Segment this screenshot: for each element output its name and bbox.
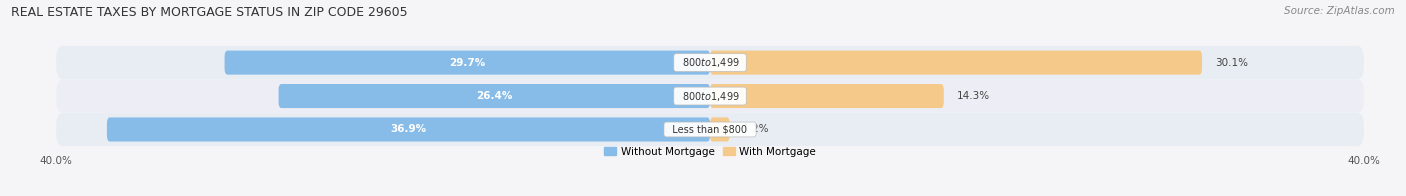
Text: $800 to $1,499: $800 to $1,499: [676, 90, 744, 103]
Text: REAL ESTATE TAXES BY MORTGAGE STATUS IN ZIP CODE 29605: REAL ESTATE TAXES BY MORTGAGE STATUS IN …: [11, 6, 408, 19]
FancyBboxPatch shape: [107, 117, 710, 142]
FancyBboxPatch shape: [56, 79, 1364, 113]
FancyBboxPatch shape: [56, 113, 1364, 146]
Text: 29.7%: 29.7%: [449, 58, 485, 68]
Text: 14.3%: 14.3%: [957, 91, 990, 101]
FancyBboxPatch shape: [710, 117, 730, 142]
FancyBboxPatch shape: [710, 84, 943, 108]
FancyBboxPatch shape: [278, 84, 710, 108]
FancyBboxPatch shape: [56, 46, 1364, 79]
FancyBboxPatch shape: [225, 51, 710, 75]
Text: $800 to $1,499: $800 to $1,499: [676, 56, 744, 69]
Text: 30.1%: 30.1%: [1215, 58, 1249, 68]
Text: 36.9%: 36.9%: [391, 124, 426, 134]
Text: Source: ZipAtlas.com: Source: ZipAtlas.com: [1284, 6, 1395, 16]
Text: Less than $800: Less than $800: [666, 124, 754, 134]
Legend: Without Mortgage, With Mortgage: Without Mortgage, With Mortgage: [605, 147, 815, 157]
Text: 1.2%: 1.2%: [742, 124, 769, 134]
Text: 26.4%: 26.4%: [477, 91, 512, 101]
FancyBboxPatch shape: [710, 51, 1202, 75]
